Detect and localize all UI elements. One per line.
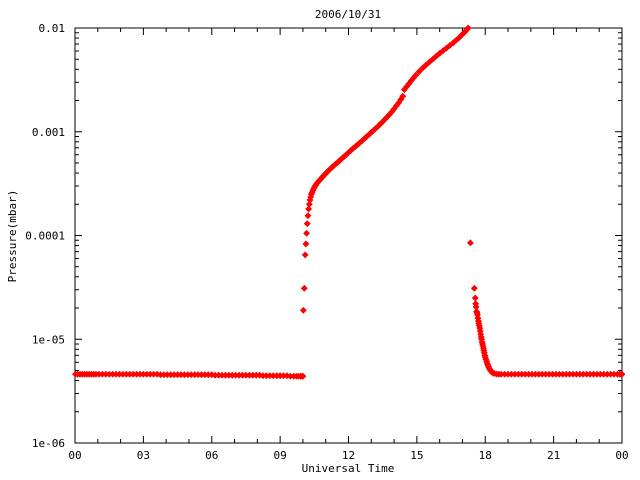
data-point xyxy=(302,240,310,248)
data-point xyxy=(471,294,479,302)
y-tick-label: 0.001 xyxy=(32,126,65,139)
plot-frame xyxy=(74,27,623,444)
data-point xyxy=(464,24,472,32)
data-series-points xyxy=(72,24,626,380)
data-point xyxy=(305,200,313,208)
y-tick-label: 1e-05 xyxy=(32,333,65,346)
y-axis-ticks xyxy=(75,27,622,444)
data-point xyxy=(412,71,420,79)
data-point xyxy=(299,372,307,380)
y-tick-label: 0.01 xyxy=(39,22,66,35)
chart-title: 2006/10/31 xyxy=(315,8,381,21)
data-point xyxy=(467,239,474,247)
y-tick-label: 0.0001 xyxy=(25,230,65,243)
y-tick-label: 1e-06 xyxy=(32,437,65,450)
data-point xyxy=(618,370,626,378)
data-point xyxy=(419,64,426,72)
x-axis-label: Universal Time xyxy=(302,462,395,475)
data-point xyxy=(304,212,312,220)
y-axis-tick-labels: 1e-06 1e-05 0.0001 0.001 0.01 xyxy=(25,22,65,450)
x-tick-label: 00 xyxy=(68,449,81,462)
data-point xyxy=(415,68,423,76)
x-tick-label: 06 xyxy=(205,449,218,462)
x-tick-label: 18 xyxy=(479,449,492,462)
data-point xyxy=(303,220,311,228)
data-point xyxy=(303,229,310,237)
x-tick-label: 12 xyxy=(342,449,355,462)
x-axis-tick-labels: 00 03 06 09 12 15 18 21 00 xyxy=(68,449,628,462)
data-point xyxy=(301,251,309,259)
data-point xyxy=(300,284,308,292)
x-tick-label: 09 xyxy=(274,449,287,462)
x-tick-label: 21 xyxy=(547,449,560,462)
x-axis-ticks xyxy=(74,28,623,443)
data-point xyxy=(299,306,307,314)
data-point xyxy=(305,205,313,213)
data-point xyxy=(470,284,478,292)
y-axis-label: Pressure(mbar) xyxy=(6,190,19,283)
data-point xyxy=(429,55,437,63)
x-tick-label: 03 xyxy=(137,449,150,462)
x-tick-label: 15 xyxy=(410,449,423,462)
x-tick-label: 00 xyxy=(615,449,628,462)
series-pressure xyxy=(72,24,626,380)
data-point xyxy=(399,92,407,100)
